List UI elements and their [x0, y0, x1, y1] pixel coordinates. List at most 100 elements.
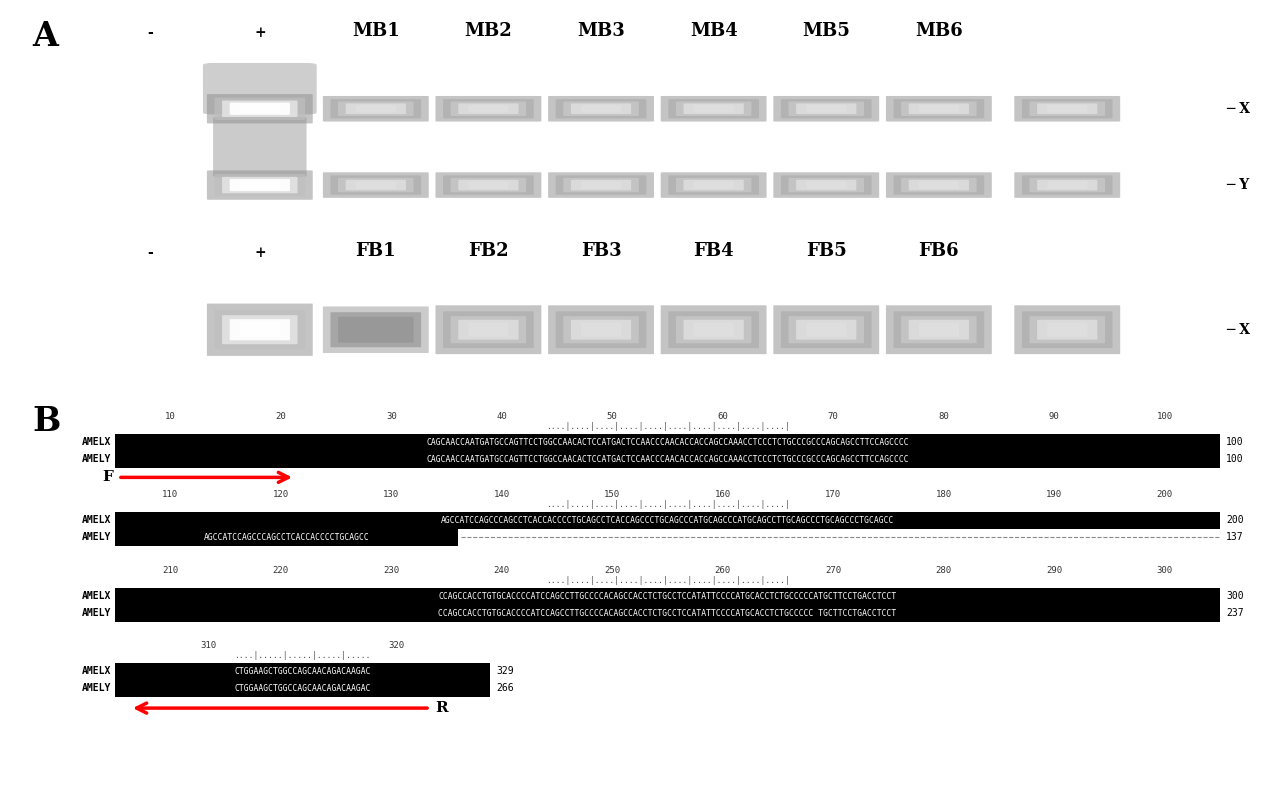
FancyBboxPatch shape	[556, 176, 646, 195]
FancyBboxPatch shape	[676, 102, 752, 116]
FancyBboxPatch shape	[223, 176, 297, 193]
FancyBboxPatch shape	[1048, 181, 1088, 189]
Text: 180: 180	[936, 491, 952, 499]
FancyBboxPatch shape	[781, 176, 871, 195]
FancyBboxPatch shape	[331, 312, 421, 347]
FancyBboxPatch shape	[1014, 96, 1120, 122]
FancyBboxPatch shape	[564, 102, 638, 116]
Text: 70: 70	[828, 413, 839, 421]
FancyBboxPatch shape	[468, 105, 508, 113]
FancyBboxPatch shape	[806, 323, 847, 337]
Text: CCAGCCACCTGTGCACCCCATCCAGCCTTGCCCCACAGCCACCTCTGCCTCCATATTCCCCATGCACCTCTGCCCCCATG: CCAGCCACCTGTGCACCCCATCCAGCCTTGCCCCACAGCC…	[439, 591, 897, 601]
FancyBboxPatch shape	[355, 323, 396, 336]
FancyBboxPatch shape	[1030, 178, 1106, 192]
FancyBboxPatch shape	[909, 103, 969, 114]
FancyBboxPatch shape	[215, 174, 305, 196]
FancyBboxPatch shape	[773, 96, 879, 122]
Text: 90: 90	[1049, 413, 1059, 421]
Text: R: R	[435, 701, 448, 715]
Text: 100: 100	[1227, 455, 1243, 464]
FancyBboxPatch shape	[893, 312, 985, 348]
FancyBboxPatch shape	[450, 316, 526, 343]
FancyBboxPatch shape	[203, 63, 317, 114]
Text: 270: 270	[825, 566, 842, 576]
FancyBboxPatch shape	[435, 305, 542, 354]
FancyBboxPatch shape	[676, 178, 752, 192]
FancyBboxPatch shape	[919, 181, 959, 189]
FancyBboxPatch shape	[660, 96, 767, 122]
FancyBboxPatch shape	[214, 116, 306, 177]
FancyBboxPatch shape	[580, 323, 622, 337]
Text: 290: 290	[1046, 566, 1062, 576]
Text: 130: 130	[384, 491, 399, 499]
FancyBboxPatch shape	[443, 99, 534, 118]
Text: 100: 100	[1157, 413, 1172, 421]
Text: -: -	[148, 25, 153, 40]
FancyBboxPatch shape	[1037, 180, 1098, 191]
FancyBboxPatch shape	[338, 102, 413, 116]
FancyBboxPatch shape	[885, 305, 992, 354]
FancyBboxPatch shape	[556, 312, 646, 348]
FancyBboxPatch shape	[564, 178, 638, 192]
Text: F: F	[102, 471, 113, 484]
Text: 280: 280	[936, 566, 952, 576]
FancyBboxPatch shape	[694, 105, 734, 113]
FancyBboxPatch shape	[338, 317, 413, 343]
FancyBboxPatch shape	[668, 99, 759, 118]
Text: 320: 320	[389, 641, 404, 650]
FancyBboxPatch shape	[346, 103, 405, 114]
Bar	[115, 605, 1220, 622]
FancyBboxPatch shape	[909, 180, 969, 191]
Text: 200: 200	[1157, 491, 1172, 499]
Text: FB5: FB5	[806, 242, 847, 260]
Text: 190: 190	[1046, 491, 1062, 499]
FancyBboxPatch shape	[443, 312, 534, 348]
FancyBboxPatch shape	[1030, 316, 1106, 343]
FancyBboxPatch shape	[580, 181, 622, 189]
Text: MB3: MB3	[577, 21, 625, 40]
FancyBboxPatch shape	[1014, 305, 1120, 354]
FancyBboxPatch shape	[1030, 102, 1106, 116]
FancyBboxPatch shape	[239, 180, 279, 189]
Text: 220: 220	[273, 566, 288, 576]
FancyBboxPatch shape	[556, 99, 646, 118]
Text: 300: 300	[1157, 566, 1172, 576]
Text: FB4: FB4	[694, 242, 734, 260]
Text: AMELX: AMELX	[81, 437, 111, 448]
Text: 20: 20	[275, 413, 286, 421]
Bar	[115, 529, 458, 546]
Text: 120: 120	[273, 491, 288, 499]
Text: AMELX: AMELX	[81, 515, 111, 525]
Text: FB1: FB1	[355, 242, 396, 260]
Text: 329: 329	[495, 666, 514, 676]
Text: 80: 80	[938, 413, 949, 421]
FancyBboxPatch shape	[919, 105, 959, 113]
Text: ─ X: ─ X	[1227, 102, 1251, 116]
FancyBboxPatch shape	[346, 180, 405, 191]
FancyBboxPatch shape	[797, 103, 856, 114]
Text: 300: 300	[1227, 591, 1243, 601]
FancyBboxPatch shape	[338, 178, 413, 192]
FancyBboxPatch shape	[901, 178, 977, 192]
Text: 50: 50	[607, 413, 618, 421]
FancyBboxPatch shape	[1048, 105, 1088, 113]
Text: 240: 240	[494, 566, 510, 576]
FancyBboxPatch shape	[1022, 176, 1112, 195]
FancyBboxPatch shape	[919, 323, 959, 337]
Text: -: -	[148, 246, 153, 260]
FancyBboxPatch shape	[683, 320, 744, 339]
FancyBboxPatch shape	[229, 179, 290, 191]
FancyBboxPatch shape	[468, 323, 508, 337]
Text: 140: 140	[494, 491, 510, 499]
Text: MB1: MB1	[351, 21, 400, 40]
FancyBboxPatch shape	[331, 99, 421, 118]
FancyBboxPatch shape	[789, 102, 864, 116]
Text: 40: 40	[497, 413, 507, 421]
Bar	[115, 434, 1220, 451]
Text: AMELX: AMELX	[81, 666, 111, 676]
FancyBboxPatch shape	[694, 181, 734, 189]
Text: AMELY: AMELY	[81, 608, 111, 619]
FancyBboxPatch shape	[1022, 312, 1112, 348]
FancyBboxPatch shape	[450, 178, 526, 192]
Text: ─ X: ─ X	[1227, 323, 1251, 337]
